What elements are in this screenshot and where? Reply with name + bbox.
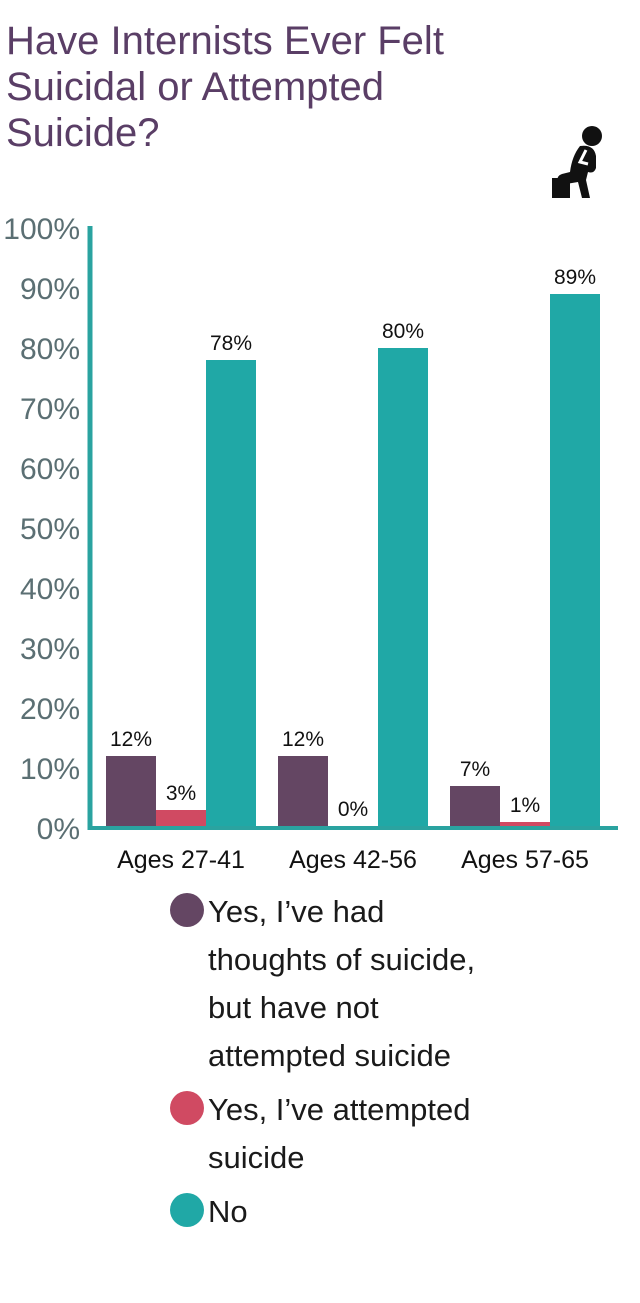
data-label: 7% (460, 758, 490, 781)
y-tick-label: 90% (20, 273, 80, 306)
legend-label-thoughts-3: but have not (208, 990, 379, 1025)
data-label: 0% (338, 798, 368, 821)
legend-label-no: No (208, 1194, 248, 1229)
bar-no (550, 294, 600, 828)
y-tick-label: 0% (37, 813, 80, 846)
chart-title: Have Internists Ever Felt Suicidal or At… (6, 18, 526, 156)
bars (106, 294, 600, 828)
y-tick-label: 80% (20, 333, 80, 366)
chart-title-line-2: Suicidal or Attempted (6, 65, 384, 109)
bar-chart: 0% 10% 20% 30% 40% 50% 60% 70% 80% 90% 100% 12% 3% 7… (3, 213, 618, 874)
legend-item-no: No (170, 1188, 610, 1236)
y-tick-label: 50% (20, 513, 80, 546)
legend-label-thoughts-1: Yes, I’ve had (208, 894, 385, 929)
legend-item-attempted: Yes, I’ve attempted suicide (170, 1086, 610, 1182)
x-category-label: Ages 27-41 (117, 846, 245, 874)
bar-thoughts (278, 756, 328, 828)
data-label: 3% (166, 782, 196, 805)
bar-thoughts (106, 756, 156, 828)
data-label: 89% (554, 266, 596, 289)
y-tick-label: 10% (20, 753, 80, 786)
x-axis-categories: Ages 27-41 Ages 42-56 Ages 57-65 (117, 846, 589, 874)
legend-swatch-attempted (170, 1091, 204, 1125)
chart-title-line-3: Suicide? (6, 111, 160, 155)
data-label: 1% (510, 794, 540, 817)
bar-no (378, 348, 428, 828)
legend-swatch-no (170, 1193, 204, 1227)
legend: Yes, I’ve had thoughts of suicide, but h… (170, 888, 610, 1242)
y-tick-label: 60% (20, 453, 80, 486)
data-label: 12% (110, 728, 152, 751)
legend-label-attempted-1: Yes, I’ve attempted (208, 1092, 471, 1127)
x-category-label: Ages 57-65 (461, 846, 589, 874)
legend-label-thoughts-2: thoughts of suicide, (208, 942, 476, 977)
legend-label-attempted-2: suicide (208, 1140, 305, 1175)
y-tick-label: 40% (20, 573, 80, 606)
data-label: 80% (382, 320, 424, 343)
y-tick-label: 70% (20, 393, 80, 426)
chart-title-line-1: Have Internists Ever Felt (6, 19, 444, 63)
bar-thoughts (450, 786, 500, 828)
data-label: 78% (210, 332, 252, 355)
x-category-label: Ages 42-56 (289, 846, 417, 874)
legend-item-thoughts: Yes, I’ve had thoughts of suicide, but h… (170, 888, 610, 1080)
y-tick-label: 20% (20, 693, 80, 726)
data-labels: 12% 3% 78% 12% 0% 80% 7% 1% 89% (110, 266, 596, 821)
bar-attempted (500, 822, 550, 828)
y-tick-label: 100% (3, 213, 80, 246)
y-tick-label: 30% (20, 633, 80, 666)
y-axis-ticks: 0% 10% 20% 30% 40% 50% 60% 70% 80% 90% 100% (3, 213, 80, 846)
thinking-person-icon (552, 126, 602, 198)
legend-label-thoughts-4: attempted suicide (208, 1038, 451, 1073)
legend-swatch-thoughts (170, 893, 204, 927)
data-label: 12% (282, 728, 324, 751)
bar-no (206, 360, 256, 828)
bar-attempted (156, 810, 206, 828)
